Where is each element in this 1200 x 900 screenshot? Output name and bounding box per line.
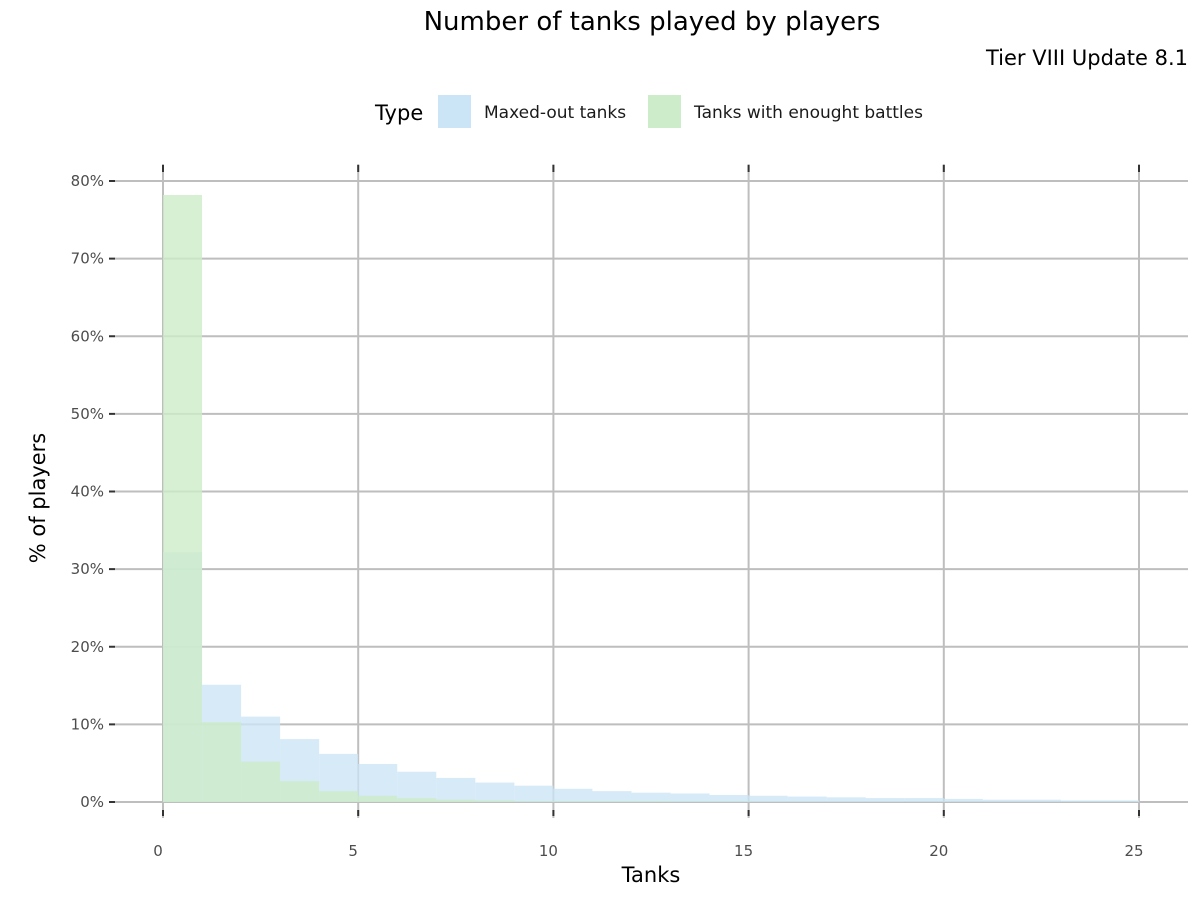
y-tick-label: 50% <box>71 405 104 423</box>
y-tick-label: 10% <box>71 715 104 733</box>
bar <box>241 761 281 802</box>
bar <box>592 791 632 802</box>
bar <box>436 799 476 802</box>
bar <box>1021 799 1061 802</box>
bar <box>592 801 632 802</box>
bar <box>319 791 359 802</box>
bar <box>670 793 710 802</box>
bar <box>1060 800 1100 802</box>
bar <box>475 800 515 802</box>
x-tick-label: 20 <box>929 842 948 860</box>
x-axis: 0 5 10 15 20 25 <box>153 165 1144 860</box>
bar <box>904 798 944 802</box>
bar <box>514 785 554 802</box>
x-tick-label: 0 <box>153 842 163 860</box>
bar <box>202 722 242 802</box>
y-tick-label: 20% <box>71 638 104 656</box>
bar <box>631 792 671 802</box>
bars <box>163 194 1139 802</box>
bar <box>1099 800 1139 802</box>
y-tick-label: 30% <box>71 560 104 578</box>
bar <box>163 194 203 802</box>
legend-title: Type <box>374 101 423 125</box>
x-tick-label: 10 <box>539 842 558 860</box>
bar <box>280 781 320 802</box>
series-maxed-out <box>163 552 1139 802</box>
legend: Type Maxed-out tanks Tanks with enought … <box>374 95 923 128</box>
bar <box>358 795 398 802</box>
chart-title: Number of tanks played by players <box>424 7 881 37</box>
legend-label-enough-battles: Tanks with enought battles <box>693 103 923 123</box>
bar <box>358 763 398 802</box>
chart-subtitle: Tier VIII Update 8.1 <box>985 46 1188 70</box>
y-tick-label: 0% <box>80 793 104 811</box>
bar <box>943 798 983 802</box>
series-enough-battles <box>163 194 1139 802</box>
bar <box>631 801 671 802</box>
bar <box>553 788 593 802</box>
legend-key-maxed-out <box>438 95 471 128</box>
bar <box>982 799 1022 802</box>
legend-key-enough-battles <box>648 95 681 128</box>
y-axis-title: % of players <box>26 433 50 564</box>
x-tick-label: 5 <box>348 842 358 860</box>
bar <box>553 801 593 802</box>
y-tick-label: 70% <box>71 250 104 268</box>
bar <box>787 796 827 802</box>
bar <box>397 771 437 802</box>
y-tick-label: 80% <box>71 172 104 190</box>
bar <box>475 782 515 802</box>
bar <box>748 795 788 802</box>
y-tick-label: 40% <box>71 483 104 501</box>
y-axis: 0% 10% 20% 30% 40% 50% 60% 70% 80% <box>71 172 115 811</box>
bar <box>436 777 476 802</box>
bar <box>709 795 749 802</box>
x-axis-title: Tanks <box>621 863 681 887</box>
y-tick-label: 60% <box>71 327 104 345</box>
bar <box>865 798 905 802</box>
x-tick-label: 15 <box>734 842 753 860</box>
x-tick-label: 25 <box>1124 842 1143 860</box>
bar <box>397 798 437 802</box>
bar <box>514 801 554 802</box>
legend-label-maxed-out: Maxed-out tanks <box>484 103 626 123</box>
grid <box>115 164 1188 818</box>
bar <box>826 797 866 802</box>
